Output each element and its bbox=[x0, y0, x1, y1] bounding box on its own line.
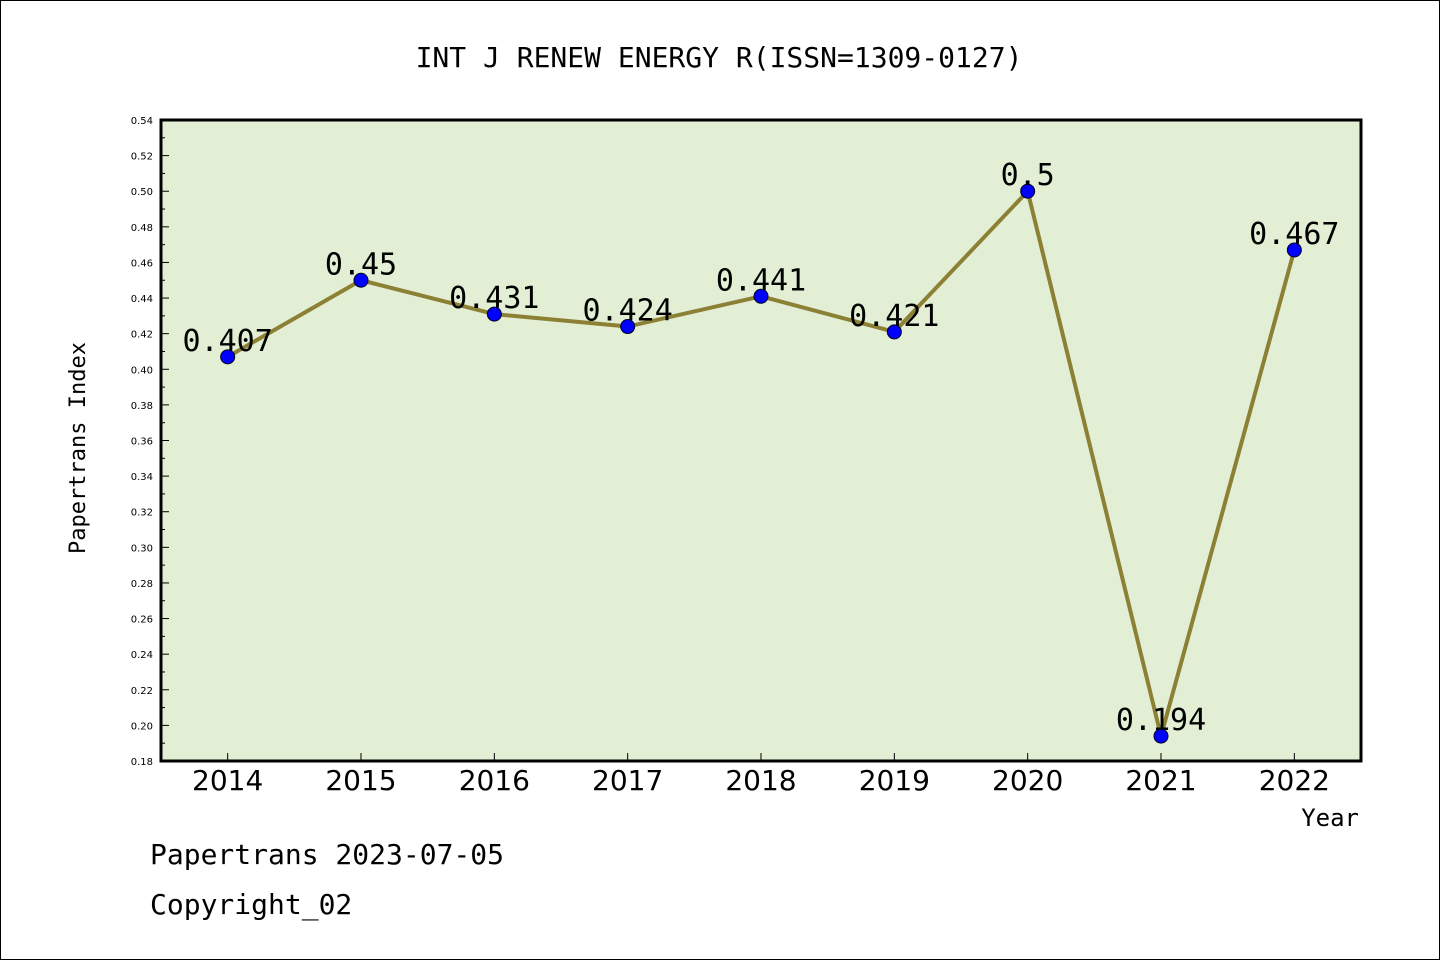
x-tick-label: 2017 bbox=[592, 764, 663, 797]
y-tick-label: 0.26 bbox=[131, 615, 153, 626]
plot-border bbox=[159, 118, 1363, 763]
footer-copyright-text: Copyright_02 bbox=[150, 888, 352, 922]
data-label: 0.5 bbox=[1001, 158, 1055, 193]
data-label: 0.407 bbox=[183, 324, 273, 359]
x-tick-label: 2022 bbox=[1259, 764, 1330, 797]
data-point-marker bbox=[1286, 242, 1302, 258]
footer-date-text: Papertrans 2023-07-05 bbox=[150, 838, 504, 871]
data-point-marker bbox=[220, 349, 236, 365]
data-label: 0.45 bbox=[325, 247, 397, 282]
data-label: 0.194 bbox=[1116, 703, 1206, 738]
data-point-marker bbox=[486, 306, 502, 322]
data-point-marker bbox=[1153, 728, 1169, 744]
x-tick-label: 2021 bbox=[1125, 764, 1196, 797]
chart-title: INT J RENEW ENERGY R(ISSN=1309-0127) bbox=[416, 41, 1023, 74]
y-tick-label: 0.38 bbox=[131, 401, 153, 412]
x-axis: 2014 2015 2016 2017 2018 2019 2020 2021 2022 bbox=[192, 753, 1330, 797]
y-tick-label: 0.28 bbox=[131, 579, 153, 590]
y-tick-label: 0.46 bbox=[131, 258, 153, 269]
x-tick-label: 2019 bbox=[859, 764, 930, 797]
y-tick-label: 0.48 bbox=[131, 223, 153, 234]
y-tick-label: 0.32 bbox=[131, 508, 153, 519]
data-label: 0.441 bbox=[716, 263, 806, 298]
data-point-marker bbox=[886, 324, 902, 340]
x-tick-label: 2014 bbox=[192, 764, 263, 797]
y-tick-label: 0.44 bbox=[131, 294, 153, 305]
y-tick-label: 0.52 bbox=[131, 152, 153, 163]
y-tick-label: 0.34 bbox=[131, 472, 153, 483]
data-point-marker bbox=[620, 319, 636, 335]
y-tick-label: 0.40 bbox=[131, 365, 153, 376]
plot-area bbox=[161, 120, 1361, 761]
x-tick-label: 2020 bbox=[992, 764, 1063, 797]
data-label: 0.424 bbox=[583, 294, 673, 329]
y-tick-label: 0.36 bbox=[131, 437, 153, 448]
y-tick-label: 0.54 bbox=[131, 116, 153, 127]
data-label: 0.421 bbox=[849, 299, 939, 334]
y-tick-label: 0.50 bbox=[131, 187, 153, 198]
y-axis-label: Papertrans Index bbox=[66, 342, 91, 554]
y-tick-label: 0.42 bbox=[131, 330, 153, 341]
y-tick-label: 0.22 bbox=[131, 686, 153, 697]
data-point-marker bbox=[1020, 183, 1036, 199]
x-tick-label: 2018 bbox=[725, 764, 796, 797]
data-point-marker bbox=[353, 272, 369, 288]
x-axis-label: Year bbox=[1301, 804, 1359, 832]
series-line-group: 0.407 0.45 0.431 0.424 0.441 0.421 0.5 0.194 0.4… bbox=[183, 158, 1339, 744]
data-point-marker bbox=[753, 288, 769, 304]
y-axis: 0.18 0.20 0.22 0.24 0.26 0.28 0.30 0.32 0.34 0.36… bbox=[131, 116, 169, 768]
data-label: 0.431 bbox=[449, 281, 539, 316]
y-tick-label: 0.18 bbox=[131, 757, 153, 768]
y-tick-label: 0.30 bbox=[131, 543, 153, 554]
x-tick-label: 2016 bbox=[459, 764, 530, 797]
data-label: 0.467 bbox=[1249, 217, 1339, 252]
y-tick-label: 0.20 bbox=[131, 721, 153, 732]
y-tick-label: 0.24 bbox=[131, 650, 153, 661]
x-tick-label: 2015 bbox=[325, 764, 396, 797]
